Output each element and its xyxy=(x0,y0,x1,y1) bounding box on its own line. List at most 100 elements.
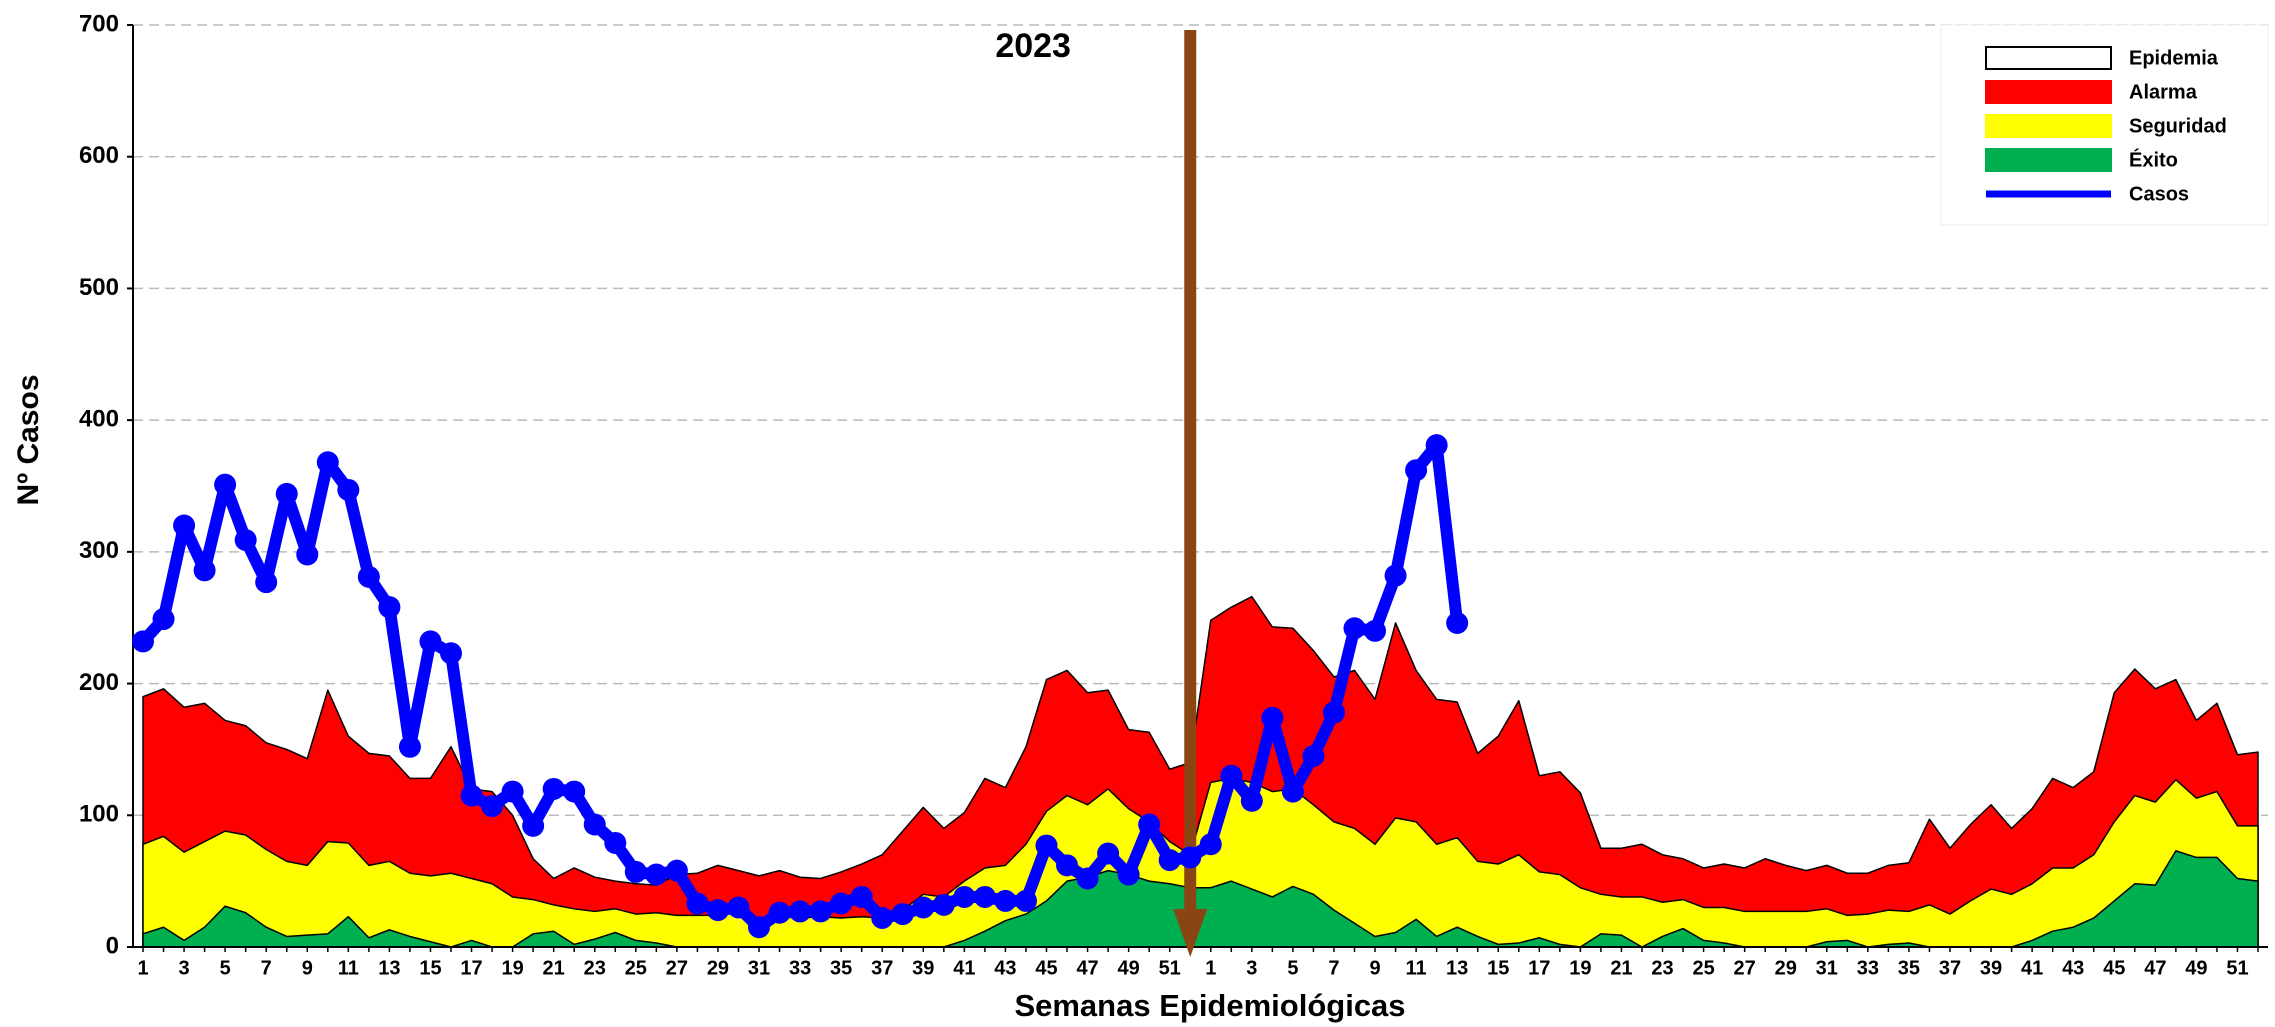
x-tick-label: 37 xyxy=(1939,957,1961,979)
x-tick-label: 51 xyxy=(2226,957,2248,979)
y-tick-label: 300 xyxy=(79,537,119,564)
x-tick-label: 3 xyxy=(179,957,190,979)
area-1 xyxy=(142,595,2259,948)
legend-swatch xyxy=(1985,148,2112,172)
cases-marker xyxy=(419,630,442,653)
y-tick-label: 0 xyxy=(106,932,119,959)
cases-marker xyxy=(748,916,771,939)
x-tick-label: 31 xyxy=(748,957,770,979)
cases-marker xyxy=(706,899,729,922)
y-tick-label: 700 xyxy=(79,10,119,37)
cases-marker xyxy=(357,565,380,588)
cases-marker xyxy=(501,780,524,803)
cases-marker xyxy=(686,892,709,915)
cases-marker xyxy=(522,814,545,837)
x-tick-label: 41 xyxy=(953,957,975,979)
x-tick-label: 49 xyxy=(2185,957,2207,979)
cases-marker xyxy=(891,903,914,926)
cases-marker xyxy=(460,784,483,807)
cases-marker xyxy=(255,571,278,594)
x-tick-label: 3 xyxy=(1246,957,1257,979)
x-tick-label: 33 xyxy=(1857,957,1879,979)
cases-marker xyxy=(296,543,319,566)
x-tick-label: 49 xyxy=(1118,957,1140,979)
cases-marker xyxy=(727,896,750,919)
y-tick-label: 100 xyxy=(79,801,119,828)
cases-marker xyxy=(1240,789,1263,812)
cases-marker xyxy=(645,863,668,886)
areas xyxy=(142,595,2259,948)
cases-marker xyxy=(1097,842,1120,865)
cases-marker xyxy=(1322,701,1345,724)
x-tick-label: 23 xyxy=(584,957,606,979)
cases-marker xyxy=(871,907,894,930)
cases-marker xyxy=(275,482,298,505)
cases-marker xyxy=(1076,867,1099,890)
cases-marker xyxy=(337,478,360,501)
x-tick-label: 45 xyxy=(1035,957,1057,979)
x-tick-label: 35 xyxy=(1898,957,1920,979)
legend-label: Seguridad xyxy=(2129,115,2227,137)
x-tick-label: 47 xyxy=(1076,957,1098,979)
cases-marker xyxy=(809,900,832,923)
x-tick-label: 5 xyxy=(220,957,231,979)
x-tick-label: 25 xyxy=(1692,957,1714,979)
cases-marker xyxy=(665,859,688,882)
cases-marker xyxy=(542,777,565,800)
cases-marker xyxy=(1281,780,1304,803)
year-label: 2023 xyxy=(995,27,1071,65)
x-tick-label: 21 xyxy=(1610,957,1632,979)
cases-marker xyxy=(440,642,463,665)
y-axis-title: Nº Casos xyxy=(12,374,45,505)
cases-marker xyxy=(481,795,504,818)
x-tick-label: 27 xyxy=(1734,957,1756,979)
cases-marker xyxy=(214,473,237,496)
cases-marker xyxy=(768,901,791,924)
x-tick-label: 39 xyxy=(912,957,934,979)
cases-marker xyxy=(789,900,812,923)
x-tick-label: 41 xyxy=(2021,957,2043,979)
x-tick-label: 15 xyxy=(419,957,441,979)
x-tick-label: 9 xyxy=(1369,957,1380,979)
year-divider-arrowhead xyxy=(1173,909,1208,957)
legend-label: Casos xyxy=(2129,183,2189,205)
cases-marker xyxy=(1364,619,1387,642)
cases-marker xyxy=(994,889,1017,912)
x-tick-label: 13 xyxy=(378,957,400,979)
x-tick-label: 51 xyxy=(1159,957,1181,979)
area-2 xyxy=(142,777,2259,948)
x-tick-label: 23 xyxy=(1651,957,1673,979)
x-tick-label: 1 xyxy=(1205,957,1216,979)
x-tick-label: 11 xyxy=(1406,957,1427,979)
cases-marker xyxy=(932,893,955,916)
cases-marker xyxy=(1405,459,1428,482)
legend-swatch xyxy=(1985,46,2112,70)
cases-marker xyxy=(1425,434,1448,457)
cases-marker xyxy=(316,451,339,474)
x-tick-label: 29 xyxy=(1775,957,1797,979)
x-tick-label: 43 xyxy=(994,957,1016,979)
x-tick-label: 35 xyxy=(830,957,852,979)
y-tick-label: 400 xyxy=(79,405,119,432)
cases-marker xyxy=(1056,854,1079,877)
cases-marker xyxy=(234,529,257,552)
x-tick-label: 5 xyxy=(1287,957,1298,979)
y-tick-label: 500 xyxy=(79,274,119,301)
x-tick-label: 7 xyxy=(1328,957,1339,979)
x-tick-label: 33 xyxy=(789,957,811,979)
x-tick-label: 21 xyxy=(543,957,565,979)
cases-marker xyxy=(1014,889,1037,912)
cases-marker xyxy=(830,892,853,915)
x-tick-label: 19 xyxy=(501,957,523,979)
x-tick-label: 47 xyxy=(2144,957,2166,979)
x-tick-label: 37 xyxy=(871,957,893,979)
cases-marker xyxy=(604,831,627,854)
x-tick-label: 25 xyxy=(625,957,647,979)
y-tick-label: 200 xyxy=(79,669,119,696)
cases-marker xyxy=(1446,611,1469,634)
cases-marker xyxy=(1117,863,1140,886)
cases-marker xyxy=(1220,764,1243,787)
cases-marker xyxy=(912,896,935,919)
cases-marker xyxy=(1261,706,1284,729)
cases-marker xyxy=(398,735,421,758)
